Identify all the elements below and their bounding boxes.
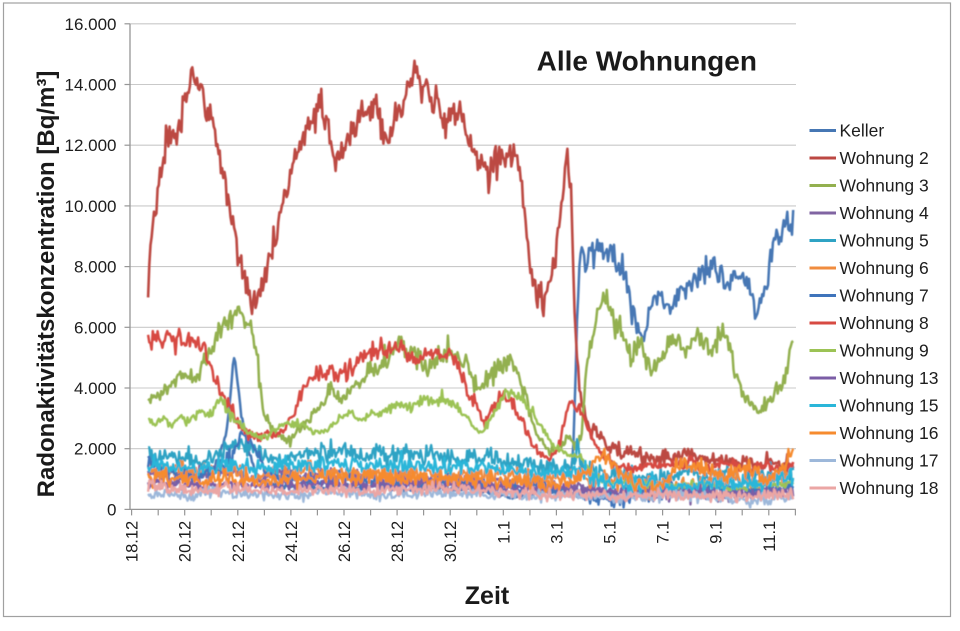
svg-text:Radonaktivitätskonzentration [: Radonaktivitätskonzentration [Bq/m³] [33, 71, 60, 498]
svg-text:4.000: 4.000 [74, 379, 117, 398]
svg-text:10.000: 10.000 [65, 197, 117, 216]
svg-text:Wohnung 16: Wohnung 16 [840, 423, 939, 443]
svg-text:28.12: 28.12 [389, 521, 407, 562]
svg-text:Keller: Keller [840, 121, 885, 141]
svg-text:11.1: 11.1 [761, 521, 779, 552]
svg-text:5.1: 5.1 [602, 521, 620, 544]
svg-text:20.12: 20.12 [177, 521, 195, 562]
svg-text:9.1: 9.1 [708, 521, 726, 544]
svg-text:Wohnung 4: Wohnung 4 [840, 203, 929, 223]
svg-text:Wohnung 5: Wohnung 5 [840, 231, 929, 251]
svg-text:Wohnung 15: Wohnung 15 [840, 396, 939, 416]
svg-text:1.1: 1.1 [495, 521, 513, 544]
svg-text:Wohnung 17: Wohnung 17 [840, 451, 939, 471]
svg-text:Alle Wohnungen: Alle Wohnungen [537, 46, 757, 77]
svg-text:7.1: 7.1 [655, 521, 673, 544]
svg-text:12.000: 12.000 [65, 136, 117, 155]
svg-text:22.12: 22.12 [230, 521, 248, 562]
svg-text:14.000: 14.000 [65, 76, 117, 95]
svg-text:Wohnung 3: Wohnung 3 [840, 176, 929, 196]
svg-text:Wohnung 8: Wohnung 8 [840, 313, 929, 333]
svg-text:2.000: 2.000 [74, 440, 117, 459]
svg-text:Wohnung 18: Wohnung 18 [840, 478, 939, 498]
svg-text:Wohnung 2: Wohnung 2 [840, 148, 929, 168]
svg-text:Wohnung 9: Wohnung 9 [840, 341, 929, 361]
svg-text:24.12: 24.12 [283, 521, 301, 562]
svg-text:0: 0 [107, 500, 116, 519]
svg-text:Wohnung 6: Wohnung 6 [840, 258, 929, 278]
svg-text:30.12: 30.12 [442, 521, 460, 562]
svg-text:6.000: 6.000 [74, 318, 117, 337]
svg-text:16.000: 16.000 [65, 15, 117, 34]
svg-text:Zeit: Zeit [465, 582, 510, 610]
svg-text:3.1: 3.1 [548, 521, 566, 544]
svg-text:Wohnung 7: Wohnung 7 [840, 286, 929, 306]
svg-text:8.000: 8.000 [74, 258, 117, 277]
svg-text:Wohnung 13: Wohnung 13 [840, 368, 939, 388]
svg-text:26.12: 26.12 [336, 521, 354, 562]
svg-text:18.12: 18.12 [124, 521, 142, 562]
